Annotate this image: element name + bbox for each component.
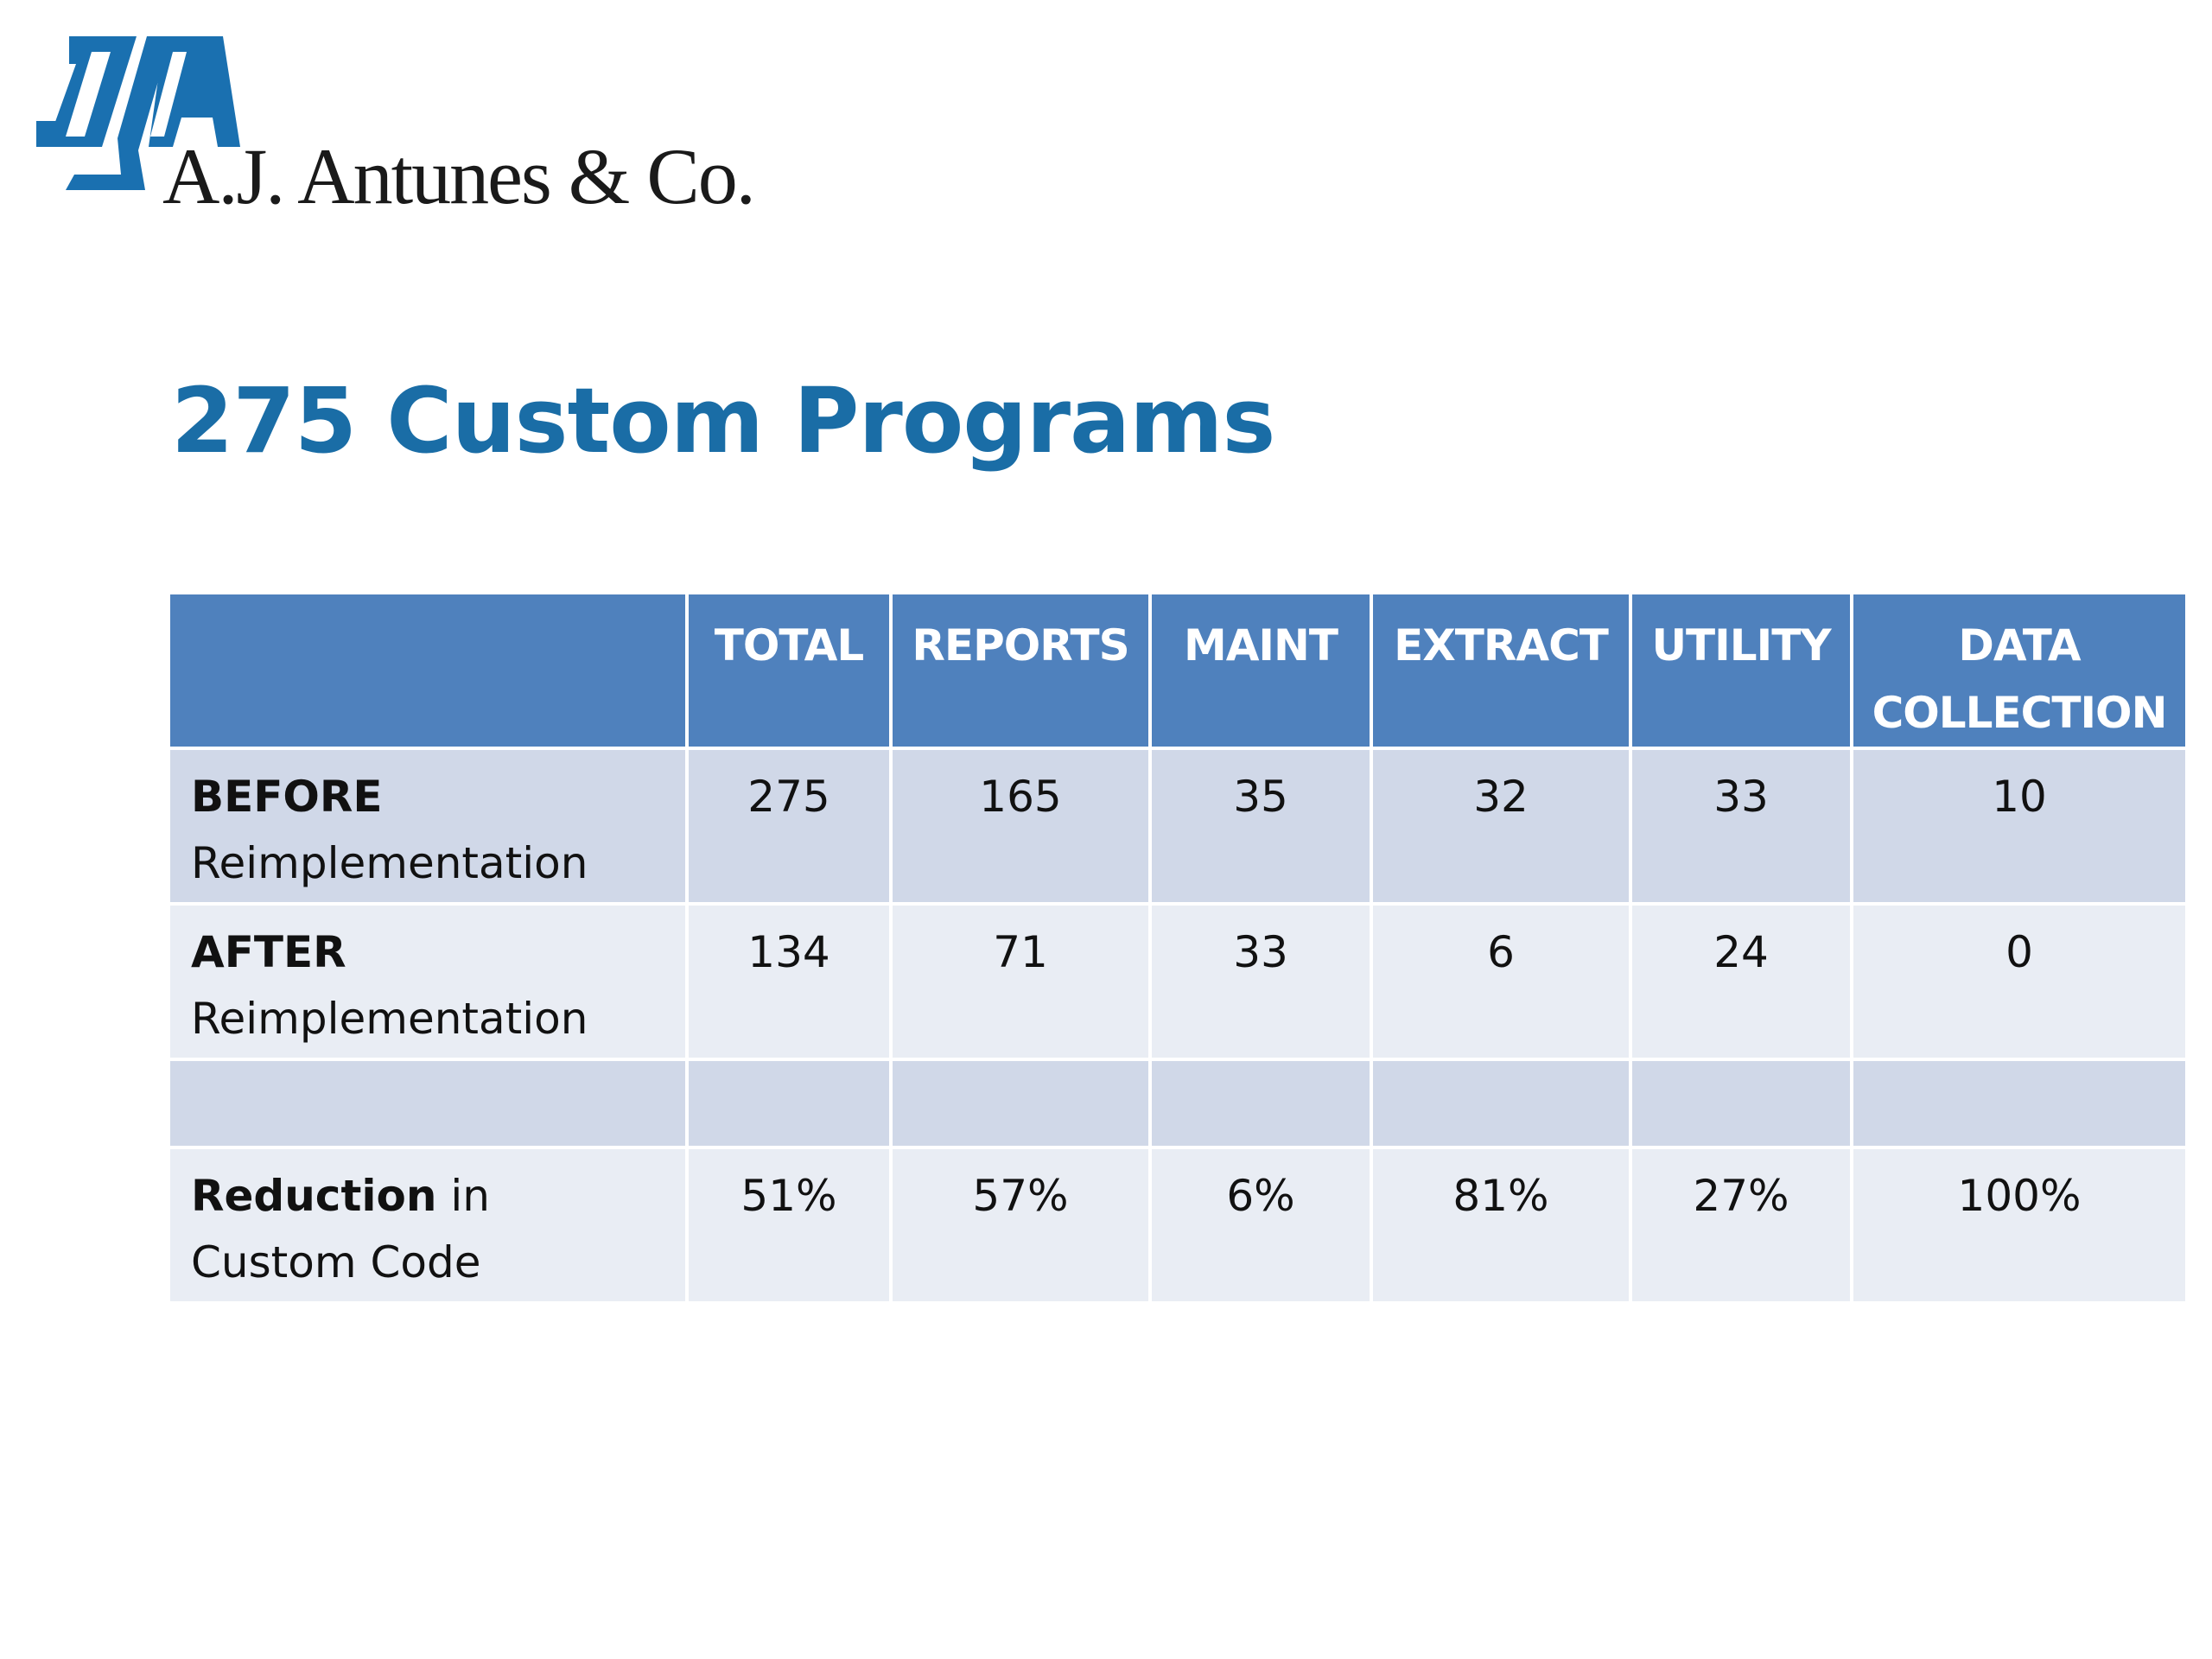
row-label-rest: Custom Code [191, 1237, 481, 1287]
cell-reduction-maint: 6% [1152, 1149, 1370, 1301]
row-label-bold: BEFORE [191, 772, 383, 822]
spacer-cell [1373, 1061, 1629, 1146]
row-label-reduction: Reduction in Custom Code [170, 1149, 685, 1301]
row-label-inline: in [436, 1171, 490, 1221]
table-row-reduction: Reduction in Custom Code 51% 57% 6% 81% … [170, 1149, 2185, 1301]
cell-before-maint: 35 [1152, 750, 1370, 902]
cell-after-maint: 33 [1152, 906, 1370, 1058]
cell-after-utility: 24 [1632, 906, 1850, 1058]
cell-before-reports: 165 [893, 750, 1148, 902]
row-label-rest: Reimplementation [191, 994, 588, 1044]
header-cell-utility: UTILITY [1632, 594, 1850, 747]
cell-reduction-total: 51% [689, 1149, 889, 1301]
cell-after-extract: 6 [1373, 906, 1629, 1058]
spacer-cell [1632, 1061, 1850, 1146]
header-cell-total: TOTAL [689, 594, 889, 747]
cell-before-utility: 33 [1632, 750, 1850, 902]
company-name: A.J. Antunes & Co. [162, 132, 756, 220]
programs-table: TOTAL REPORTS MAINT EXTRACT UTILITY DATA… [167, 591, 2189, 1305]
cell-before-total: 275 [689, 750, 889, 902]
cell-reduction-utility: 27% [1632, 1149, 1850, 1301]
header-data-line2: COLLECTION [1872, 688, 2168, 738]
cell-after-total: 134 [689, 906, 889, 1058]
header-cell-blank [170, 594, 685, 747]
row-label-before: BEFORE Reimplementation [170, 750, 685, 902]
spacer-cell [1853, 1061, 2185, 1146]
header-cell-maint: MAINT [1152, 594, 1370, 747]
cell-reduction-reports: 57% [893, 1149, 1148, 1301]
cell-before-data-collection: 10 [1853, 750, 2185, 902]
page-title: 275 Custom Programs [171, 368, 1275, 474]
table-row-before: BEFORE Reimplementation 275 165 35 32 33… [170, 750, 2185, 902]
table-row-spacer [170, 1061, 2185, 1146]
cell-after-data-collection: 0 [1853, 906, 2185, 1058]
row-label-bold: Reduction [191, 1171, 437, 1221]
row-label-after: AFTER Reimplementation [170, 906, 685, 1058]
company-logo: A.J. Antunes & Co. [35, 35, 756, 216]
cell-before-extract: 32 [1373, 750, 1629, 902]
spacer-cell [170, 1061, 685, 1146]
table-row-after: AFTER Reimplementation 134 71 33 6 24 0 [170, 906, 2185, 1058]
cell-reduction-data-collection: 100% [1853, 1149, 2185, 1301]
header-cell-reports: REPORTS [893, 594, 1148, 747]
spacer-cell [1152, 1061, 1370, 1146]
spacer-cell [689, 1061, 889, 1146]
aj-logo-mark-icon [36, 36, 240, 190]
header-cell-extract: EXTRACT [1373, 594, 1629, 747]
header-data-line1: DATA [1958, 620, 2081, 671]
spacer-cell [893, 1061, 1148, 1146]
row-label-rest: Reimplementation [191, 838, 588, 888]
row-label-bold: AFTER [191, 927, 346, 977]
header-cell-data-collection: DATA COLLECTION [1853, 594, 2185, 747]
header-row: TOTAL REPORTS MAINT EXTRACT UTILITY DATA… [170, 594, 2185, 747]
cell-after-reports: 71 [893, 906, 1148, 1058]
cell-reduction-extract: 81% [1373, 1149, 1629, 1301]
